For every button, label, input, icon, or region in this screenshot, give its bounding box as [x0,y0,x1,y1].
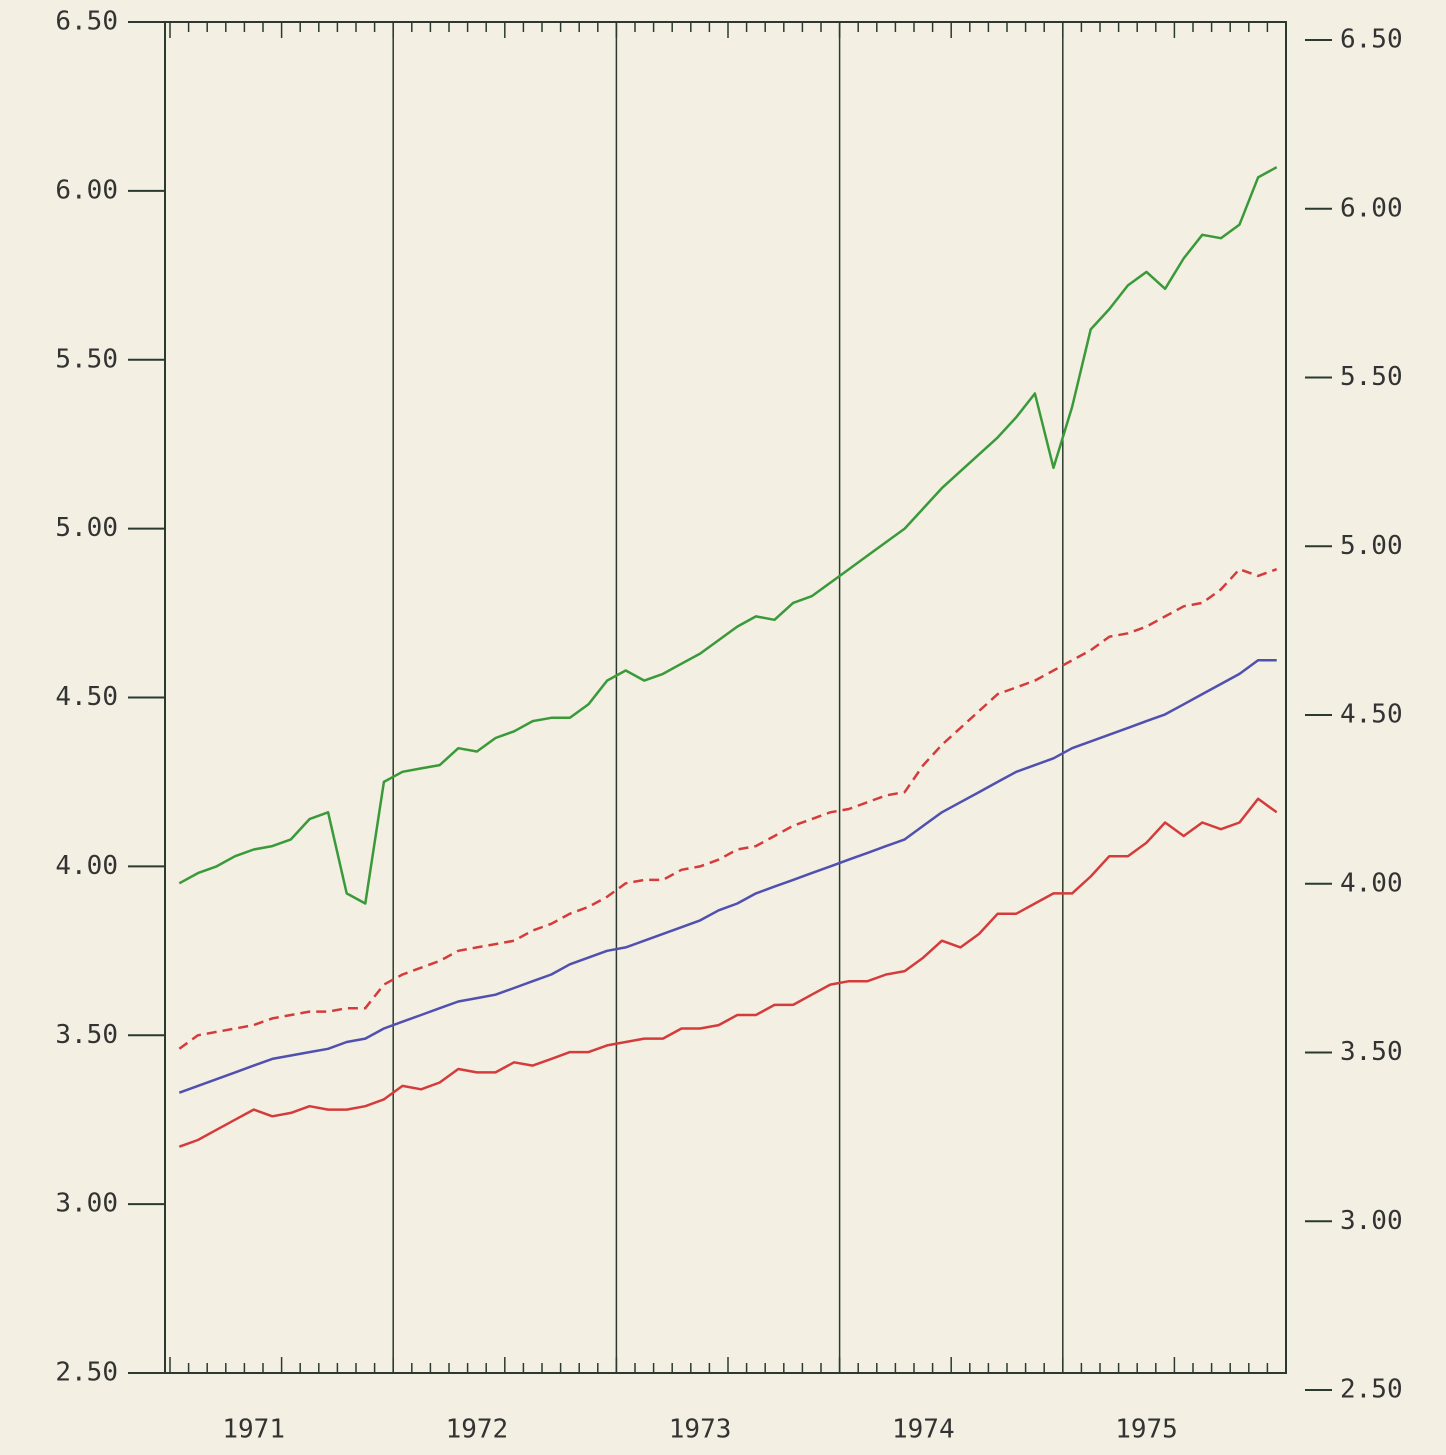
x-tick-label: 1973 [669,1415,732,1445]
plot-frame [164,21,1287,1374]
y-tick-label: 6.50 [55,7,118,37]
y-tick-label: 2.50 [55,1358,118,1388]
y-tick-label: 3.00 [55,1189,118,1219]
series-line [178,567,1278,1050]
y2-tick-label: 3.00 [1340,1206,1403,1236]
y2-tick-label: 4.00 [1340,868,1403,898]
y2-tick-label: 5.50 [1340,362,1403,392]
y2-tick-label: 2.50 [1340,1375,1403,1405]
y2-tick-label: 4.50 [1340,700,1403,730]
x-tick-label: 1972 [446,1415,509,1445]
y-tick-label: 4.50 [55,682,118,712]
y2-tick-label: 6.50 [1340,25,1403,55]
y2-tick-label: 5.00 [1340,531,1403,561]
series-line [178,659,1277,1094]
x-tick-label: 1971 [222,1415,285,1445]
y-tick-label: 5.00 [55,513,118,543]
y-tick-label: 3.50 [55,1020,118,1050]
y-tick-label: 4.00 [55,851,118,881]
y-tick-label: 5.50 [55,344,118,374]
x-tick-label: 1974 [892,1415,955,1445]
y2-tick-label: 3.50 [1340,1037,1403,1067]
series-line [178,797,1278,1148]
y-tick-label: 6.00 [55,175,118,205]
x-tick-label: 1975 [1115,1415,1178,1445]
y2-tick-label: 6.00 [1340,193,1403,223]
series-line [178,166,1278,905]
